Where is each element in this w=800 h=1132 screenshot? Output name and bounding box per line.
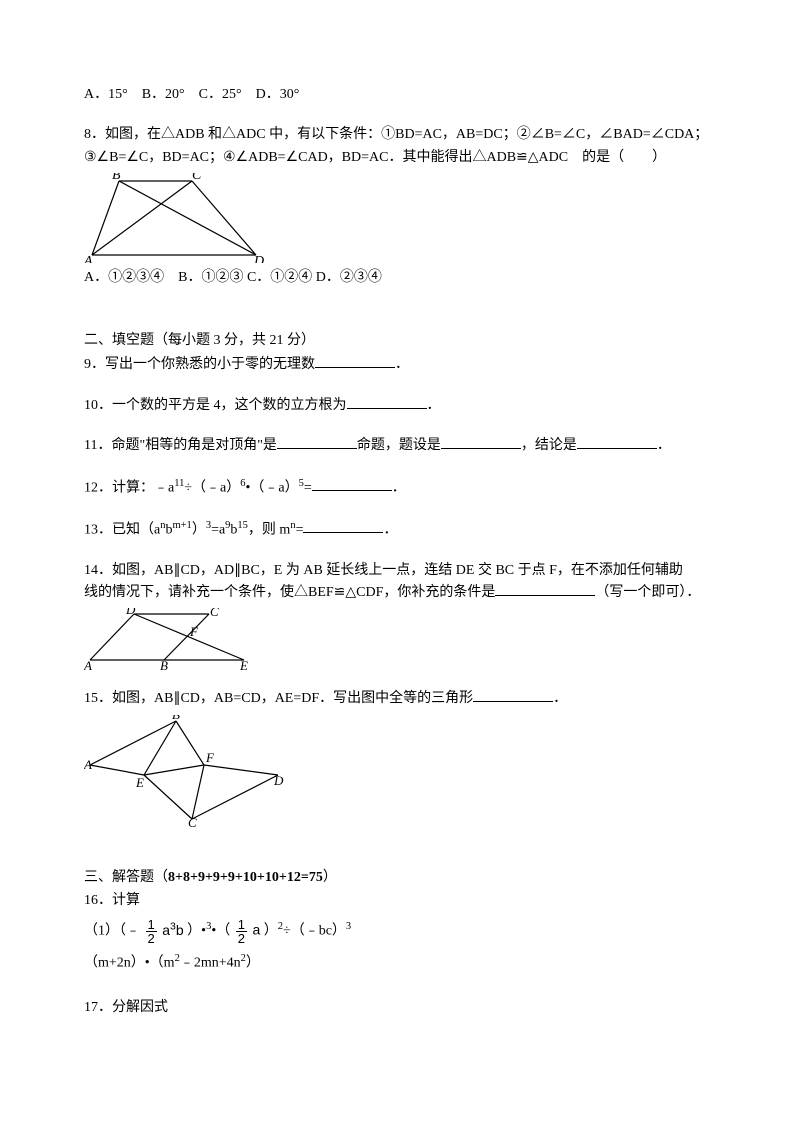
q12-exp11: 11 xyxy=(174,478,184,489)
q13: 13．已知（anbm+1）3=a9b15，则 mn=． xyxy=(84,518,716,542)
q9-text: 9．写出一个你熟悉的小于零的无理数 xyxy=(84,357,315,372)
q8: 8．如图，在△ADB 和△ADC 中，有以下条件：①BD=AC，AB=DC；②∠… xyxy=(84,124,716,289)
svg-text:F: F xyxy=(205,750,215,765)
svg-text:A: A xyxy=(84,757,92,772)
q13-blank[interactable] xyxy=(303,519,383,533)
q12: 12．计算：﹣a11÷（﹣a）6•（﹣a）5=． xyxy=(84,476,716,500)
q12-pre: 12．计算：﹣a xyxy=(84,480,174,495)
q11-blank3[interactable] xyxy=(577,435,657,449)
q14-figure: A B E D C F xyxy=(84,608,716,670)
q7-choices: A．15° B．20° C．25° D．30° xyxy=(84,84,716,106)
q12-eq: = xyxy=(304,480,312,495)
q11-mid2: ，结论是 xyxy=(521,438,577,453)
q16a-mid2: •（ xyxy=(211,924,230,939)
q9-blank[interactable] xyxy=(315,354,395,368)
q15-blank[interactable] xyxy=(473,688,553,702)
q16a-exp3b: 3 xyxy=(346,921,351,932)
q8-figure: A D B C xyxy=(84,173,716,263)
q15-text: 15．如图，AB∥CD，AB=CD，AE=DF．写出图中全等的三角形 xyxy=(84,691,473,706)
q16a-mid4: ÷（﹣bc） xyxy=(283,924,346,939)
svg-text:C: C xyxy=(188,815,197,827)
q13-mid: ） xyxy=(192,522,206,537)
q9-period: ． xyxy=(395,357,409,372)
svg-text:B: B xyxy=(172,715,180,722)
q9: 9．写出一个你熟悉的小于零的无理数 ． xyxy=(84,354,716,376)
q14: 14．如图，AB∥CD，AD∥BC，E 为 AB 延长线上一点，连结 DE 交 … xyxy=(84,560,716,671)
q11-blank2[interactable] xyxy=(441,435,521,449)
q16b-pre: （m+2n）•（m xyxy=(84,956,175,971)
q7-choices-text: A．15° B．20° C．25° D．30° xyxy=(84,87,299,102)
q13-m1: m+1 xyxy=(172,520,191,531)
q14-line1: 14．如图，AB∥CD，AD∥BC，E 为 AB 延长线上一点，连结 DE 交 … xyxy=(84,560,716,582)
q14-blank[interactable] xyxy=(495,582,595,596)
svg-text:B: B xyxy=(160,658,168,670)
q11-blank1[interactable] xyxy=(277,435,357,449)
q13-period: ． xyxy=(383,522,397,537)
q16-part2: （m+2n）•（m2﹣2mn+4n2） xyxy=(84,951,716,975)
svg-text:C: C xyxy=(192,173,202,183)
q16a-pre: （1）（﹣ xyxy=(84,924,140,939)
section3-title: 三、解答题（8+8+9+9+9+10+10+12=75） xyxy=(84,867,716,889)
q12-blank[interactable] xyxy=(312,477,392,491)
q12-period: ． xyxy=(392,480,406,495)
q8-line1: 8．如图，在△ADB 和△ADC 中，有以下条件：①BD=AC，AB=DC；②∠… xyxy=(84,124,716,146)
frac-half-2: 12 xyxy=(236,918,247,945)
q8-line2: ③∠B=∠C，BD=AC；④∠ADB=∠CAD，BD=AC．其中能得出△ADB≌… xyxy=(84,147,716,169)
svg-text:B: B xyxy=(112,173,121,183)
svg-text:A: A xyxy=(84,254,93,263)
q10-text: 10．一个数的平方是 4，这个数的立方根为 xyxy=(84,398,347,413)
svg-text:F: F xyxy=(189,624,199,639)
q14-tail: （写一个即可）． xyxy=(595,585,700,600)
q16a-a3b: a3b xyxy=(162,922,183,938)
svg-text:E: E xyxy=(135,775,144,790)
q11-mid1: 命题，题设是 xyxy=(357,438,441,453)
q15-text-wrap: 15．如图，AB∥CD，AB=CD，AE=DF．写出图中全等的三角形 ． xyxy=(84,688,716,710)
q10-blank[interactable] xyxy=(347,395,427,409)
q15-period: ． xyxy=(553,691,567,706)
q12-r2: •（﹣a） xyxy=(246,480,299,495)
sec3-post: ） xyxy=(323,870,337,885)
q13-15: 15 xyxy=(237,520,248,531)
section2-title: 二、填空题（每小题 3 分，共 21 分） xyxy=(84,330,716,352)
q11: 11．命题"相等的角是对顶角"是 命题，题设是 ，结论是 ． xyxy=(84,435,716,457)
svg-text:D: D xyxy=(253,254,264,263)
sec3-pre: 三、解答题（ xyxy=(84,870,168,885)
q14-line2: 线的情况下，请补充一个条件，使△BEF≌△CDF，你补充的条件是 xyxy=(84,585,495,600)
q10-period: ． xyxy=(427,398,441,413)
frac-half-1: 12 xyxy=(146,918,157,945)
q14-line2-wrap: 线的情况下，请补充一个条件，使△BEF≌△CDF，你补充的条件是 （写一个即可）． xyxy=(84,582,716,604)
svg-text:E: E xyxy=(239,658,248,670)
q16: 16．计算 xyxy=(84,890,716,912)
q16-part1: （1）（﹣ 12 a3b ）•3•（ 12 a ）2÷（﹣bc）3 xyxy=(84,918,716,945)
q16a-mid3: ） xyxy=(264,924,278,939)
svg-text:C: C xyxy=(210,608,219,619)
sec3-bold: 8+8+9+9+9+10+10+12=75 xyxy=(168,870,323,885)
q11-pre: 11．命题"相等的角是对顶角"是 xyxy=(84,438,277,453)
svg-text:A: A xyxy=(84,658,92,670)
q17: 17．分解因式 xyxy=(84,997,716,1019)
q16b-mid: ﹣2mn+4n xyxy=(180,956,241,971)
q8-choices: A．①②③④ B．①②③ C．①②④ D．②③④ xyxy=(84,267,716,289)
q15: 15．如图，AB∥CD，AB=CD，AE=DF．写出图中全等的三角形 ． A B … xyxy=(84,688,716,826)
svg-text:D: D xyxy=(125,608,136,617)
q16b-end: ） xyxy=(246,956,260,971)
q10: 10．一个数的平方是 4，这个数的立方根为 ． xyxy=(84,395,716,417)
q13-pre: 13．已知（a xyxy=(84,522,160,537)
q13-tail: ，则 m xyxy=(248,522,290,537)
q12-r1: ÷（﹣a） xyxy=(184,480,240,495)
svg-text:D: D xyxy=(273,773,284,788)
q16a-mid1: ）• xyxy=(187,924,206,939)
q13-eq: =a xyxy=(211,522,225,537)
q11-period: ． xyxy=(657,438,671,453)
q13-eq2: = xyxy=(296,522,304,537)
q15-figure: A B E F D C xyxy=(84,715,716,827)
q16a-a: a xyxy=(252,922,260,938)
